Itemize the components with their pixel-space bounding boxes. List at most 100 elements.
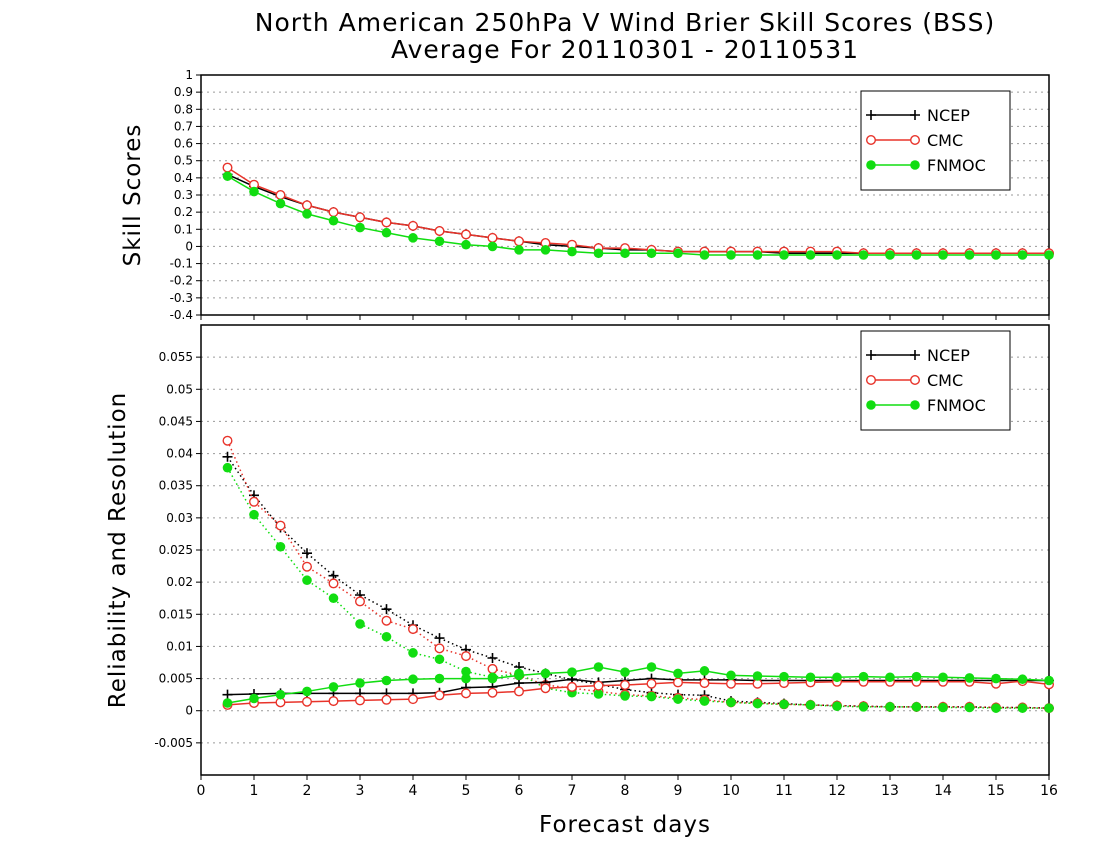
data-point: [408, 624, 419, 635]
legend-entry-fnmoc: FNMOC: [866, 396, 986, 415]
data-point: [302, 561, 313, 572]
data-point: [328, 696, 339, 707]
data-point: [1044, 703, 1054, 713]
y-tick-label: 0.055: [159, 350, 193, 364]
legend-entry-ncep: NCEP: [866, 106, 970, 125]
data-point: [779, 250, 789, 260]
x-tick-label: 3: [356, 783, 365, 799]
data-point: [726, 678, 737, 689]
data-point: [593, 248, 604, 259]
data-point: [593, 689, 604, 699]
y-tick-label: 0.1: [174, 222, 193, 236]
data-point: [646, 248, 657, 259]
data-point: [673, 694, 683, 704]
x-tick-label: 10: [722, 783, 740, 799]
data-point: [911, 702, 922, 712]
data-point: [275, 189, 286, 200]
data-point: [275, 520, 286, 531]
data-point: [991, 250, 1001, 260]
data-point: [620, 680, 631, 691]
data-point: [752, 671, 763, 681]
series-line: [227, 677, 1049, 696]
data-point: [461, 666, 471, 677]
data-point: [885, 672, 895, 683]
data-point: [275, 689, 286, 700]
data-point: [620, 667, 630, 677]
data-point: [779, 671, 789, 682]
data-point: [567, 667, 577, 677]
y-tick-label: 0.5: [174, 154, 193, 168]
series-fnmoc-resolution: [222, 662, 1054, 708]
data-point: [646, 662, 657, 672]
data-point: [673, 248, 683, 259]
data-point: [991, 673, 1001, 684]
y-tick-label: 0.4: [174, 171, 193, 185]
series-ncep-reliability: [222, 451, 1054, 714]
data-point: [805, 250, 816, 260]
data-point: [1044, 250, 1054, 260]
y-tick-label: -0.2: [170, 274, 193, 288]
data-point: [222, 171, 233, 181]
data-point: [434, 654, 445, 665]
x-tick-label: 4: [409, 783, 418, 799]
data-point: [408, 674, 418, 685]
data-point: [487, 687, 498, 698]
data-point: [249, 186, 259, 197]
data-point: [726, 697, 736, 708]
y-tick-label: 0.045: [159, 414, 193, 428]
y-tick-label: 0.6: [174, 137, 193, 151]
y-tick-label: 0.03: [166, 511, 193, 525]
y-tick-label: 1: [185, 68, 193, 82]
x-tick-label: 15: [987, 783, 1005, 799]
data-point: [593, 680, 604, 691]
data-point: [964, 250, 975, 260]
legend-label: FNMOC: [927, 396, 986, 415]
legend-entry-ncep: NCEP: [866, 346, 970, 365]
data-point: [222, 162, 233, 173]
reliability-resolution-panel: -0.005 0 0.005 0.01 0.015 0.02 0.025 0.03 0.035 0…: [105, 324, 1058, 838]
data-point: [461, 229, 472, 240]
legend-marker: [910, 375, 921, 386]
data-point: [328, 682, 339, 692]
data-point: [858, 671, 869, 682]
data-point: [275, 541, 286, 552]
data-point: [222, 451, 233, 462]
data-point: [355, 619, 365, 629]
data-point: [938, 250, 948, 260]
data-point: [752, 250, 763, 260]
data-point: [911, 671, 922, 682]
legend: NCEP CMC FNMOC: [860, 90, 1011, 191]
data-point: [514, 236, 525, 247]
x-tick-label: 14: [934, 783, 952, 799]
data-point: [514, 245, 524, 255]
data-point: [222, 689, 233, 700]
data-point: [805, 700, 816, 710]
y-tick-label: 0.8: [174, 102, 193, 116]
data-point: [620, 691, 630, 701]
legend-marker: [866, 375, 877, 386]
y-tick-label: 0.9: [174, 85, 193, 99]
x-tick-label: 8: [621, 783, 630, 799]
y-tick-label: -0.005: [154, 736, 193, 750]
data-point: [487, 241, 498, 252]
data-point: [673, 668, 683, 679]
data-point: [355, 222, 365, 233]
series-line: [226, 440, 1050, 709]
data-point: [832, 672, 842, 683]
data-point: [302, 696, 313, 707]
data-point: [461, 239, 471, 250]
x-tick-label: 9: [674, 783, 683, 799]
data-point: [487, 663, 498, 674]
data-point: [858, 250, 869, 260]
data-point: [408, 694, 419, 705]
data-point: [328, 215, 339, 226]
legend-marker: [866, 134, 877, 145]
data-point: [434, 673, 445, 684]
y-tick-label: 0.7: [174, 119, 193, 133]
legend-marker: [866, 110, 876, 120]
legend-marker: [910, 110, 920, 120]
data-point: [673, 677, 684, 688]
legend-entry-cmc: CMC: [866, 371, 963, 390]
data-point: [381, 675, 392, 686]
data-point: [249, 693, 259, 704]
